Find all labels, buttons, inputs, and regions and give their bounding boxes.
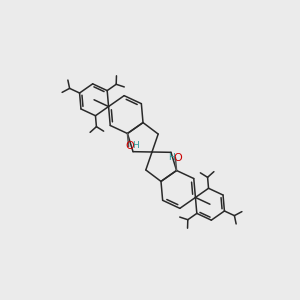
Text: O: O <box>125 141 134 152</box>
Text: O: O <box>173 153 182 163</box>
Text: H: H <box>168 153 175 162</box>
Text: H: H <box>132 141 139 150</box>
